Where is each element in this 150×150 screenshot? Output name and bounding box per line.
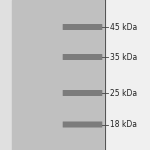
Text: 18 kDa: 18 kDa: [110, 120, 136, 129]
Text: 25 kDa: 25 kDa: [110, 88, 137, 98]
FancyBboxPatch shape: [63, 122, 102, 128]
FancyBboxPatch shape: [63, 90, 102, 96]
FancyBboxPatch shape: [63, 54, 102, 60]
Bar: [12, 0, 105, 150]
Text: 35 kDa: 35 kDa: [110, 52, 137, 62]
Bar: [0, 0, 12, 150]
Text: 45 kDa: 45 kDa: [110, 22, 137, 32]
Bar: [105, 0, 150, 150]
FancyBboxPatch shape: [63, 24, 102, 30]
